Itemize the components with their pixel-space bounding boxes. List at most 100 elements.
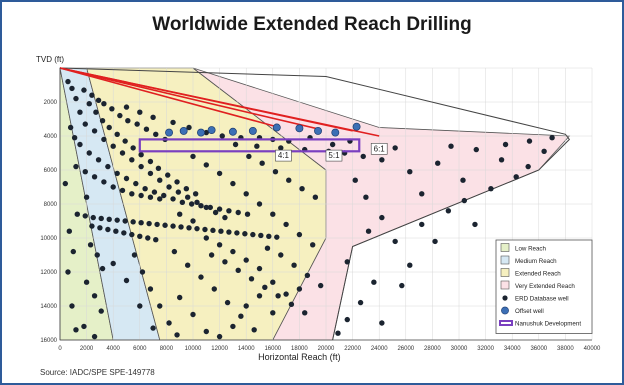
erd-well-point — [77, 109, 83, 115]
erd-well-point — [170, 223, 176, 229]
x-tick-label: 24000 — [371, 346, 388, 352]
erd-well-point — [242, 231, 248, 237]
erd-well-point — [304, 272, 311, 279]
erd-well-point — [77, 141, 83, 148]
erd-well-point — [216, 170, 223, 177]
erd-well-point — [67, 124, 74, 131]
y-tick-label: 12000 — [40, 270, 57, 276]
erd-well-point — [278, 252, 284, 258]
erd-well-point — [513, 174, 519, 180]
erd-well-point — [264, 245, 271, 251]
x-tick-label: 12000 — [211, 346, 228, 352]
offset-well-point — [295, 124, 304, 133]
offset-well-point — [272, 123, 281, 132]
erd-well-point — [278, 145, 284, 151]
erd-well-point — [198, 203, 204, 209]
erd-well-point — [154, 221, 160, 228]
erd-well-point — [65, 269, 71, 275]
erd-well-point — [549, 135, 555, 141]
erd-well-point — [445, 208, 452, 214]
erd-well-point — [259, 160, 265, 166]
erd-well-point — [157, 177, 163, 183]
ratio-lines — [59, 67, 380, 137]
erd-well-point — [243, 303, 249, 309]
erd-well-point — [131, 252, 138, 258]
x-tick-label: 4000 — [107, 346, 121, 352]
erd-well-point — [194, 225, 200, 232]
erd-well-point — [177, 294, 183, 301]
legend-item-very-extended-reach-label: Very Extended Reach — [515, 283, 575, 290]
erd-well-point — [230, 248, 236, 255]
erd-well-point — [329, 141, 336, 148]
erd-well-point — [82, 213, 88, 219]
erd-well-point — [123, 175, 130, 182]
x-tick-label: 6000 — [133, 346, 147, 352]
erd-well-point — [248, 276, 255, 282]
x-tick-label: 20000 — [318, 346, 335, 352]
erd-well-point — [488, 186, 494, 192]
erd-well-point — [150, 325, 156, 331]
erd-well-point — [317, 282, 324, 289]
erd-well-point — [344, 259, 350, 265]
envelope-line — [59, 67, 571, 341]
x-tick-label: 0 — [58, 346, 62, 352]
erd-well-point — [188, 201, 195, 207]
erd-well-point — [254, 143, 260, 149]
erd-well-point — [161, 192, 167, 199]
erd-well-point — [525, 163, 531, 170]
nanushuk-box — [138, 138, 361, 153]
erd-well-point — [177, 211, 183, 217]
legend-item-erd-database-well-swatch — [502, 295, 508, 301]
erd-well-point — [498, 157, 505, 163]
erd-well-point — [275, 293, 281, 299]
erd-well-point — [371, 279, 377, 285]
erd-well-point — [419, 221, 425, 228]
erd-well-point — [82, 121, 88, 127]
legend-item-medium-reach-label: Medium Reach — [515, 258, 557, 265]
erd-well-point — [224, 299, 231, 306]
erd-well-point — [357, 299, 364, 306]
x-tick-label: 32000 — [477, 346, 494, 352]
erd-well-point — [473, 146, 479, 153]
x-tick-label: 8000 — [160, 346, 174, 352]
x-axis-label: Horizontal Reach (ft) — [258, 352, 341, 362]
erd-well-point — [147, 286, 154, 292]
erd-well-point — [312, 194, 319, 200]
erd-well-point — [110, 260, 116, 267]
erd-well-point — [379, 157, 385, 163]
erd-well-point — [81, 87, 87, 93]
erd-well-point — [379, 214, 385, 221]
y-tick-label: 10000 — [40, 236, 57, 242]
erd-well-point — [230, 180, 236, 187]
erd-well-point — [262, 284, 268, 290]
erd-well-point — [230, 323, 236, 330]
erd-well-point — [110, 143, 116, 149]
erd-well-point — [198, 274, 204, 280]
erd-well-point — [203, 235, 209, 241]
erd-well-point — [91, 293, 98, 299]
erd-well-point — [145, 235, 151, 241]
legend-item-very-extended-reach-swatch — [500, 280, 510, 290]
erd-well-point — [203, 129, 209, 136]
erd-well-point — [208, 252, 215, 258]
erd-well-point — [133, 180, 139, 187]
erd-well-point — [166, 184, 172, 190]
erd-well-point — [138, 192, 144, 199]
erd-well-point — [138, 163, 144, 170]
erd-well-point — [175, 189, 182, 195]
ratio-labels: 4:1 5:1 6:1 — [275, 143, 388, 162]
erd-well-point — [392, 145, 398, 151]
erd-well-point — [119, 187, 126, 194]
erd-well-point — [165, 172, 171, 178]
erd-well-point — [98, 308, 104, 314]
erd-well-point — [90, 214, 96, 221]
erd-well-point — [310, 242, 316, 248]
erd-well-point — [190, 311, 196, 318]
erd-well-point — [157, 196, 163, 202]
erd-well-point — [274, 234, 280, 240]
erd-well-point — [203, 204, 209, 211]
erd-well-point — [363, 194, 369, 200]
erd-well-point — [110, 184, 116, 190]
offset-well-point — [179, 126, 188, 135]
erd-well-point — [379, 320, 385, 326]
